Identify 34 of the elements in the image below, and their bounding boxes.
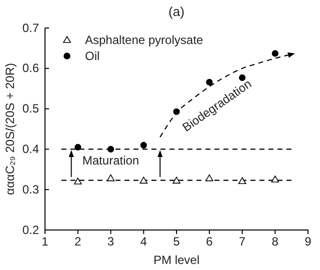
y-tick-label: 0.4 bbox=[22, 142, 40, 156]
y-tick-label: 0.2 bbox=[22, 222, 40, 237]
point bbox=[271, 176, 280, 182]
x-tick-label: 2 bbox=[74, 234, 82, 249]
y-tick-label: 0.7 bbox=[22, 20, 40, 35]
x-tick-label: 7 bbox=[238, 234, 246, 249]
x-tick-label: 1 bbox=[42, 234, 49, 249]
x-tick-label: 9 bbox=[304, 234, 312, 249]
x-tick-label: 6 bbox=[206, 234, 214, 249]
x-tick-label: 3 bbox=[107, 234, 114, 249]
point bbox=[238, 74, 246, 81]
point bbox=[107, 146, 114, 152]
point bbox=[74, 178, 82, 184]
x-tick-label: 8 bbox=[272, 234, 279, 249]
point bbox=[173, 108, 180, 115]
point bbox=[172, 176, 180, 184]
chart-title: (a) bbox=[168, 4, 184, 19]
annotation: Maturation bbox=[82, 154, 140, 168]
x-axis-title: PM level bbox=[153, 253, 200, 267]
point bbox=[106, 174, 115, 182]
x-tick-label: 5 bbox=[173, 234, 180, 249]
x-tick-label: 4 bbox=[140, 234, 148, 249]
y-tick-label: 0.6 bbox=[22, 61, 40, 76]
point bbox=[205, 174, 214, 182]
point bbox=[140, 176, 148, 184]
y-axis-title: αααC₂₉ 20S/(20S + 20R) bbox=[3, 63, 17, 195]
legend-label: Asphaltene pyrolysate bbox=[85, 33, 204, 47]
point bbox=[74, 144, 82, 150]
point bbox=[272, 50, 278, 57]
legend-label: Oil bbox=[85, 49, 100, 63]
point bbox=[238, 177, 246, 184]
y-tick-label: 0.5 bbox=[22, 102, 40, 116]
y-tick-label: 0.3 bbox=[22, 182, 40, 196]
point bbox=[140, 142, 147, 148]
